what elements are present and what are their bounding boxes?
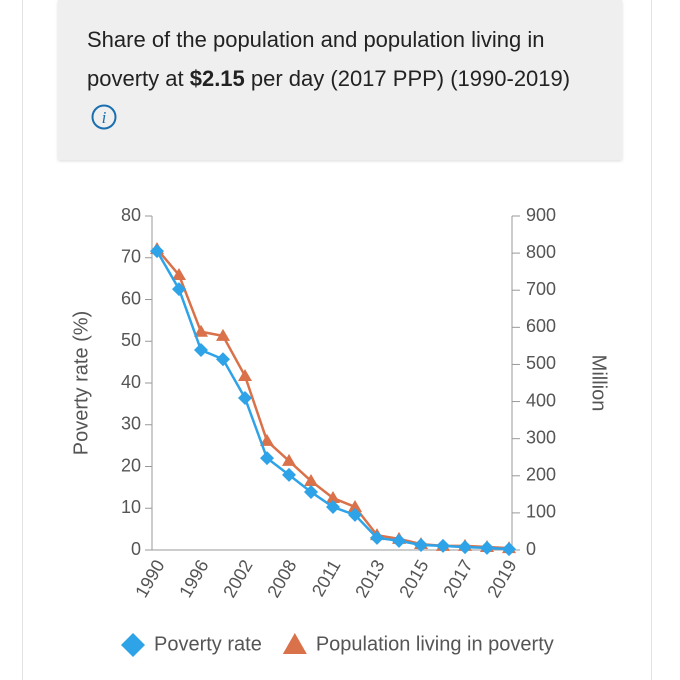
y-tick-label: 0 bbox=[131, 539, 141, 559]
point bbox=[326, 499, 340, 514]
chart-title: Share of the population and population l… bbox=[87, 20, 597, 137]
point bbox=[304, 473, 318, 486]
x-tick-label: 2008 bbox=[263, 556, 300, 601]
point bbox=[194, 324, 208, 337]
y2-tick-label: 800 bbox=[526, 242, 556, 262]
point bbox=[282, 467, 296, 482]
title-part: $2.15 bbox=[189, 66, 245, 91]
point bbox=[238, 391, 252, 406]
point bbox=[238, 368, 252, 381]
y-tick-label: 30 bbox=[121, 414, 141, 434]
point bbox=[392, 533, 406, 548]
x-tick-label: 2015 bbox=[395, 556, 432, 601]
point bbox=[194, 343, 208, 358]
y-tick-label: 20 bbox=[121, 455, 141, 475]
legend-marker bbox=[121, 633, 145, 657]
legend-marker bbox=[282, 633, 307, 654]
y2-tick-label: 200 bbox=[526, 465, 556, 485]
point bbox=[172, 282, 186, 297]
x-tick-label: 2002 bbox=[219, 556, 256, 601]
y-tick-label: 70 bbox=[121, 247, 141, 267]
point bbox=[304, 484, 318, 499]
point bbox=[172, 268, 186, 281]
point bbox=[260, 451, 274, 466]
point bbox=[216, 328, 230, 341]
title-part: per day (2017 PPP) (1990-2019) bbox=[244, 66, 571, 91]
y2-axis-label: Million bbox=[588, 355, 610, 412]
y2-tick-label: 700 bbox=[526, 279, 556, 299]
point bbox=[326, 491, 340, 504]
x-tick-label: 2013 bbox=[351, 556, 388, 601]
point bbox=[348, 507, 362, 522]
header: Share of the population and population l… bbox=[58, 0, 622, 160]
point bbox=[260, 433, 274, 446]
point bbox=[414, 537, 428, 552]
svg-text:i: i bbox=[102, 108, 107, 127]
y2-tick-label: 400 bbox=[526, 390, 556, 410]
x-tick-label: 1990 bbox=[131, 556, 168, 601]
x-tick-label: 2017 bbox=[439, 556, 476, 601]
x-tick-label: 2019 bbox=[483, 556, 520, 601]
point bbox=[436, 538, 450, 553]
point bbox=[458, 540, 472, 555]
point bbox=[150, 244, 164, 259]
legend-label: Population living in poverty bbox=[316, 633, 554, 655]
point bbox=[282, 453, 296, 466]
y2-tick-label: 900 bbox=[526, 205, 556, 225]
y2-tick-label: 100 bbox=[526, 502, 556, 522]
x-tick-label: 1996 bbox=[175, 556, 212, 601]
y2-tick-label: 300 bbox=[526, 427, 556, 447]
y-tick-label: 80 bbox=[121, 205, 141, 225]
info-icon[interactable]: i bbox=[90, 104, 120, 130]
y-tick-label: 40 bbox=[121, 372, 141, 392]
y-axis-label: Poverty rate (%) bbox=[70, 311, 92, 455]
y-tick-label: 50 bbox=[121, 330, 141, 350]
title-part: Share of the population and population l… bbox=[87, 27, 545, 91]
point bbox=[502, 542, 516, 557]
point bbox=[216, 352, 230, 367]
legend-label: Poverty rate bbox=[154, 633, 262, 655]
point bbox=[370, 530, 384, 545]
y2-tick-label: 600 bbox=[526, 316, 556, 336]
point bbox=[348, 499, 362, 512]
y2-tick-label: 0 bbox=[526, 539, 536, 559]
y2-tick-label: 500 bbox=[526, 353, 556, 373]
point bbox=[480, 540, 494, 555]
x-tick-label: 2011 bbox=[308, 556, 345, 600]
y-tick-label: 10 bbox=[121, 497, 141, 517]
y-tick-label: 60 bbox=[121, 288, 141, 308]
